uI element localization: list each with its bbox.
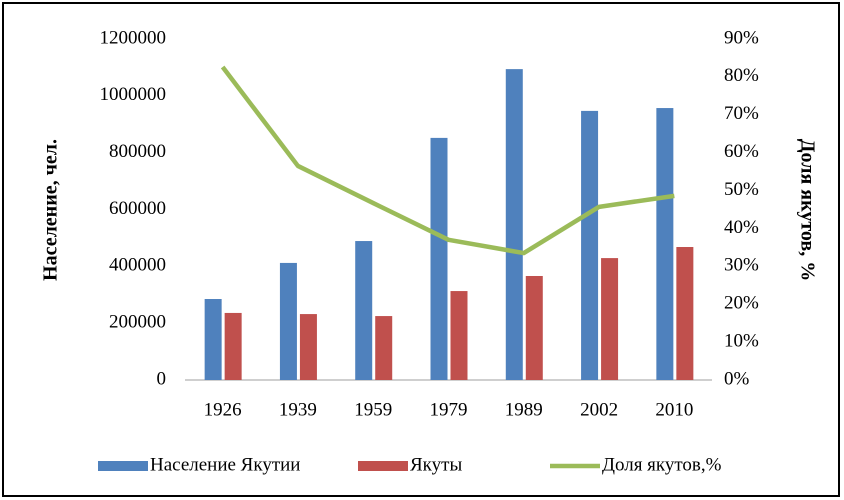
bar <box>375 316 393 380</box>
bar <box>505 69 523 380</box>
y2-tick-label: 50% <box>724 179 759 200</box>
y-tick-label: 200000 <box>109 312 166 333</box>
y2-tick-label: 30% <box>724 255 759 276</box>
y-tick-label: 1000000 <box>100 84 167 105</box>
y2-tick-label: 60% <box>724 141 759 162</box>
bar <box>656 108 674 381</box>
y2-tick-label: 90% <box>724 27 759 48</box>
y-tick-label: 400000 <box>109 255 166 276</box>
x-tick-label: 1926 <box>204 399 242 420</box>
bar <box>279 262 297 380</box>
y2-axis-title: Доля якутов, % <box>796 139 818 281</box>
x-tick-label: 1959 <box>354 399 392 420</box>
bar <box>601 258 619 380</box>
legend-label: Население Якутии <box>150 454 300 475</box>
y2-tick-label: 80% <box>724 65 759 86</box>
x-tick-label: 2010 <box>655 399 693 420</box>
y-tick-label: 1200000 <box>100 27 167 48</box>
bar <box>581 110 599 380</box>
y-tick-label: 600000 <box>109 198 166 219</box>
legend-label: Доля якутов,% <box>602 454 722 475</box>
bar <box>224 312 242 380</box>
x-tick-label: 1939 <box>279 399 317 420</box>
bar <box>299 314 317 380</box>
x-tick-label: 1979 <box>430 399 468 420</box>
y2-tick-label: 70% <box>724 103 759 124</box>
x-tick-label: 1989 <box>505 399 543 420</box>
y-axis-title: Население, чел. <box>40 139 62 281</box>
bar <box>525 275 543 380</box>
line <box>220 65 675 256</box>
y2-tick-label: 0% <box>724 368 750 389</box>
y-tick-label: 0 <box>157 368 167 389</box>
y-tick-label: 800000 <box>109 141 166 162</box>
bar <box>430 137 448 380</box>
y2-tick-label: 10% <box>724 330 759 351</box>
x-tick-label: 2002 <box>580 399 618 420</box>
bar <box>204 299 222 380</box>
y2-tick-label: 20% <box>724 293 759 314</box>
legend-swatch <box>358 461 408 471</box>
bar <box>676 247 694 380</box>
bar <box>450 291 468 380</box>
legend-label: Якуты <box>410 454 462 475</box>
bar <box>355 241 373 380</box>
y2-tick-label: 40% <box>724 217 759 238</box>
legend-swatch <box>98 461 148 471</box>
